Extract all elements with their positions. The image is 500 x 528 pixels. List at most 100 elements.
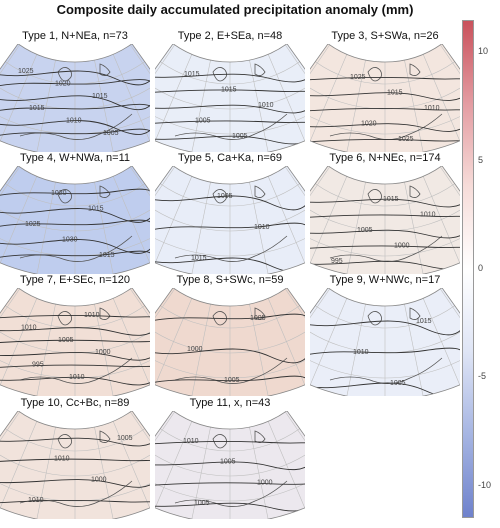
isobar-label: 995 — [331, 258, 343, 265]
polar-map: 1020 1015 1025 1030 1015 — [0, 166, 150, 274]
coastline-svalbard — [409, 63, 421, 76]
isobar — [310, 92, 460, 101]
panel-title: Type 10, Cc+Bc, n=89 — [20, 397, 130, 409]
graticule-parallel — [315, 183, 455, 207]
graticule-parallel — [0, 469, 150, 502]
graticule-meridian — [0, 411, 20, 490]
graticule-meridian — [0, 166, 20, 245]
graticule-parallel — [155, 346, 305, 379]
map-panel: Type 5, Ca+Ka, n=69 1005 1010 1015 — [155, 152, 305, 276]
isobar-label: 1000 — [95, 349, 111, 356]
panel-title: Type 3, S+SWa, n=26 — [331, 30, 439, 42]
map-panel: Type 6, N+NEc, n=174 1015 1010 1005 1000 995 — [310, 152, 460, 276]
map-panel: Type 3, S+SWa, n=26 1025 1015 1010 1020 1025 — [310, 30, 460, 154]
isobar-label: 1005 — [357, 227, 373, 234]
isobar-label: 1005 — [224, 377, 240, 384]
map-panel: Type 11, x, n=43 1010 1005 1000 1005 — [155, 397, 305, 521]
map-border — [0, 411, 150, 519]
isobar — [155, 313, 305, 324]
panel-title: Type 11, x, n=43 — [189, 397, 271, 409]
isobar-label: 1010 — [84, 312, 100, 319]
graticule-meridian — [440, 166, 460, 245]
figure-title: Composite daily accumulated precipitatio… — [56, 2, 414, 17]
isobar — [0, 339, 150, 346]
isobar — [155, 257, 305, 273]
isobar-label: 1010 — [66, 118, 82, 125]
isobar-label: 995 — [32, 362, 44, 369]
isobar-label: 1005 — [117, 435, 133, 442]
graticule-parallel — [155, 224, 305, 257]
map-panel: Type 9, W+NWc, n=17 1015 1010 1005 — [310, 274, 460, 398]
map-border — [155, 166, 305, 274]
coastline-svalbard — [99, 63, 111, 76]
map-panel: Type 4, W+NWa, n=11 1020 1015 1025 1030 1015 — [0, 152, 150, 276]
coastline-greenland — [57, 311, 72, 326]
isobar — [0, 219, 150, 230]
isobar — [155, 348, 305, 364]
isobar-label: 1015 — [387, 90, 403, 97]
graticule-parallel — [0, 203, 150, 232]
isobar-label: 1005 — [103, 130, 119, 137]
polar-map: 1015 1010 1005 1000 995 — [310, 166, 460, 274]
graticule-parallel — [310, 81, 460, 110]
isobar — [310, 107, 460, 114]
graticule-meridian — [130, 166, 150, 245]
isobar-label: 1005 — [194, 500, 210, 507]
isobar-label: 1015 — [221, 87, 237, 94]
graticule-parallel — [160, 61, 300, 85]
map-panel: Type 2, E+SEa, n=48 1015 1015 1010 1005 1005 — [155, 30, 305, 154]
graticule-meridian — [310, 288, 330, 367]
coastline-svalbard — [99, 430, 111, 443]
map-border — [0, 288, 150, 396]
isobar-label: 1015 — [184, 71, 200, 78]
colorbar-tick-label: 10 — [478, 46, 489, 57]
coastline-greenland — [212, 189, 227, 204]
coastline-greenland — [367, 311, 382, 326]
polar-map: 1015 1015 1010 1005 1005 — [155, 44, 305, 152]
coastline-south — [329, 357, 443, 384]
isobar-label: 1005 — [220, 459, 236, 466]
coastline-south — [174, 113, 288, 140]
isobar-label: 1010 — [21, 324, 37, 331]
isobar — [0, 364, 150, 370]
map-panel: Type 7, E+SEc, n=120 1010 1010 1005 1000 995 1… — [0, 274, 150, 398]
coastline-greenland — [367, 189, 382, 204]
isobar — [310, 320, 460, 336]
isobar — [155, 120, 305, 126]
graticule-meridian — [155, 166, 175, 245]
panel-title: Type 4, W+NWa, n=11 — [19, 152, 131, 164]
isobar — [310, 198, 460, 208]
coastline-south — [19, 357, 133, 384]
isobar-label: 1020 — [51, 190, 67, 197]
isobar-label: 1020 — [361, 121, 377, 128]
isobar — [0, 128, 150, 139]
isobar — [0, 327, 150, 336]
isobar — [155, 222, 305, 233]
graticule-meridian — [130, 44, 150, 123]
polar-map: 1005 1010 1000 1010 — [0, 411, 150, 519]
isobar — [310, 76, 460, 83]
polar-map: 1005 1000 1005 — [155, 288, 305, 396]
graticule-meridian — [155, 411, 175, 490]
graticule-parallel — [155, 102, 305, 135]
graticule-meridian — [130, 411, 150, 490]
polar-map: 1015 1010 1005 — [310, 288, 460, 396]
isobar — [155, 440, 305, 447]
graticule-parallel — [155, 325, 305, 354]
coastline-south — [174, 357, 288, 384]
isobar-label: 1010 — [254, 224, 270, 231]
graticule-parallel — [0, 346, 150, 379]
graticule-parallel — [160, 428, 300, 452]
isobar-label: 1010 — [353, 349, 369, 356]
isobar — [0, 499, 150, 506]
isobar — [310, 123, 460, 132]
isobar-label: 1010 — [54, 456, 70, 463]
isobar-label: 1000 — [91, 476, 107, 483]
panel-title: Type 2, E+SEa, n=48 — [177, 30, 283, 42]
isobar-label: 1015 — [383, 196, 399, 203]
isobar — [0, 188, 150, 199]
coastline-svalbard — [409, 307, 421, 320]
isobar-label: 1010 — [183, 438, 199, 445]
isobar — [0, 437, 150, 447]
map-border — [310, 166, 460, 274]
